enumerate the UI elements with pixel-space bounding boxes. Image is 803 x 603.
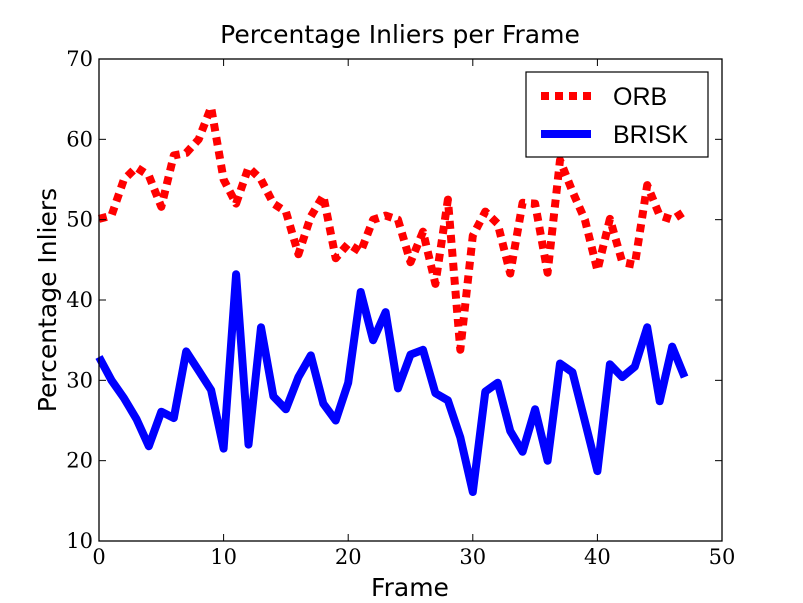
y-tick-label: 60 <box>66 127 93 151</box>
x-tick-label: 20 <box>335 545 362 569</box>
x-tick-label: 50 <box>709 545 736 569</box>
y-axis-label: Percentage Inliers <box>33 188 62 412</box>
legend-label-orb: ORB <box>613 83 667 111</box>
series-line-brisk <box>95 270 689 496</box>
series-layer <box>95 103 689 496</box>
y-tick-label: 10 <box>66 529 93 553</box>
y-tick-label: 70 <box>66 47 93 71</box>
series-line-orb <box>97 103 687 354</box>
x-axis-label: Frame <box>371 573 449 602</box>
y-tick-label: 40 <box>66 288 93 312</box>
x-tick-label: 10 <box>210 545 237 569</box>
legend-label-brisk: BRISK <box>613 121 688 149</box>
x-tick-label: 0 <box>92 545 105 569</box>
y-tick-label: 30 <box>66 368 93 392</box>
x-tick-label: 30 <box>459 545 486 569</box>
y-tick-label: 50 <box>66 208 93 232</box>
legend-box <box>525 71 709 158</box>
chart-title: Percentage Inliers per Frame <box>220 20 580 49</box>
legend: ORB BRISK <box>525 71 709 158</box>
x-tick-label: 40 <box>584 545 611 569</box>
y-tick-label: 20 <box>66 449 93 473</box>
